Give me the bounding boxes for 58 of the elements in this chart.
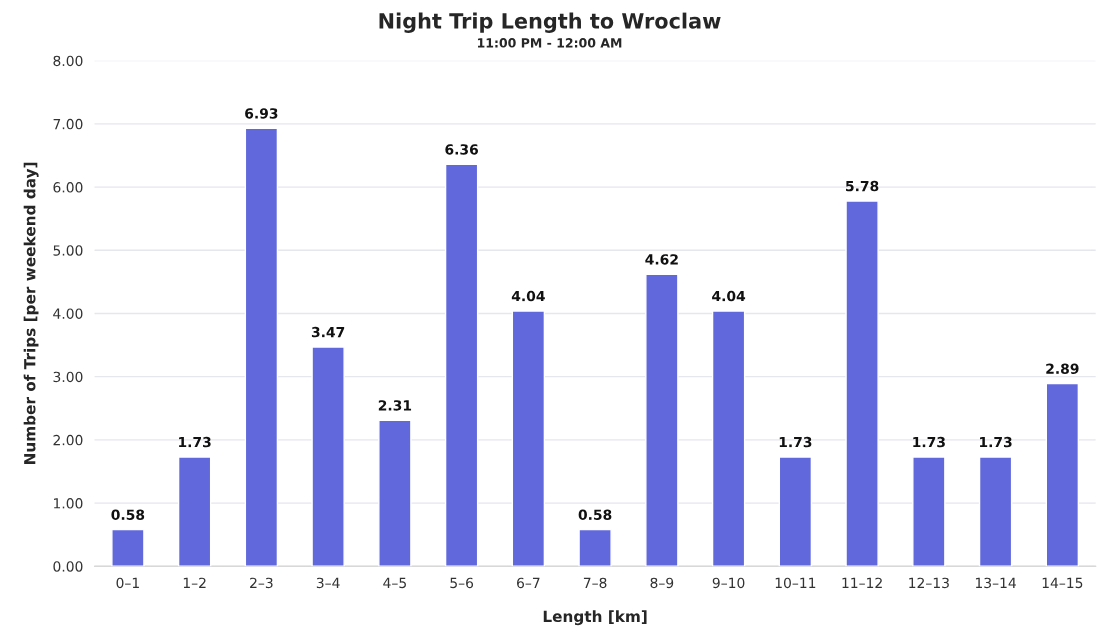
y-tick-label: 4.00	[53, 308, 83, 319]
bar	[444, 163, 479, 567]
x-tick-label: 2–3	[250, 577, 273, 589]
data-label: 2.89	[1046, 363, 1079, 374]
bar	[378, 419, 412, 567]
data-label: 0.58	[111, 509, 145, 520]
x-tick-label: 5–6	[450, 577, 474, 589]
data-label: 6.36	[445, 144, 478, 155]
data-label: 2.31	[378, 400, 412, 411]
chart-title: Night Trip Length to Wroclaw	[379, 12, 721, 33]
bar	[177, 456, 212, 567]
y-axis-title: Number of Trips [per weekend day]	[23, 162, 39, 465]
x-tick-label: 4–5	[383, 577, 406, 589]
data-label: 6.93	[245, 108, 278, 119]
x-tick-label: 13–14	[975, 577, 1016, 589]
x-axis-title: Length [km]	[543, 610, 647, 626]
y-tick-label: 7.00	[53, 118, 83, 130]
y-tick-label: 6.00	[53, 182, 83, 193]
y-tick-label: 1.00	[54, 498, 83, 509]
bar	[578, 528, 612, 567]
bar	[244, 127, 279, 567]
data-label: 5.78	[846, 180, 879, 192]
bar	[645, 273, 679, 567]
x-tick-label: 12–13	[909, 577, 949, 589]
bar	[978, 456, 1013, 567]
y-tick-label: 8.00	[53, 55, 83, 67]
x-tick-label: 7–8	[583, 577, 607, 589]
data-label: 4.62	[645, 254, 678, 265]
bar	[511, 310, 546, 567]
bar	[778, 456, 813, 567]
data-label: 4.04	[712, 290, 746, 302]
bar	[1045, 382, 1080, 567]
data-label: 4.04	[511, 290, 545, 302]
y-tick-label: 5.00	[53, 245, 83, 256]
data-label: 1.73	[779, 436, 812, 448]
y-tick-label: 2.00	[53, 434, 83, 446]
x-tick-label: 14–15	[1042, 577, 1083, 589]
y-tick-label: 0.00	[53, 561, 83, 572]
data-label: 0.58	[578, 509, 612, 520]
x-tick-label: 8–9	[650, 577, 674, 589]
bar	[912, 456, 946, 567]
bar	[845, 200, 879, 567]
x-tick-label: 9–10	[712, 577, 745, 589]
x-tick-label: 0–1	[116, 577, 139, 589]
x-tick-label: 10–11	[775, 577, 816, 589]
data-label: 3.47	[311, 326, 345, 338]
bar	[711, 310, 746, 567]
bar	[311, 346, 345, 567]
x-tick-label: 1–2	[183, 577, 206, 588]
x-tick-label: 6–7	[517, 577, 540, 589]
chart-subtitle: 11:00 PM - 12:00 AM	[477, 38, 622, 48]
y-tick-label: 3.00	[53, 371, 83, 383]
bar	[111, 528, 145, 567]
data-label: 1.73	[980, 436, 1012, 448]
x-tick-label: 11–12	[842, 577, 882, 588]
x-tick-label: 3–4	[316, 577, 340, 589]
data-label: 1.73	[179, 436, 211, 448]
data-label: 1.73	[913, 436, 945, 448]
